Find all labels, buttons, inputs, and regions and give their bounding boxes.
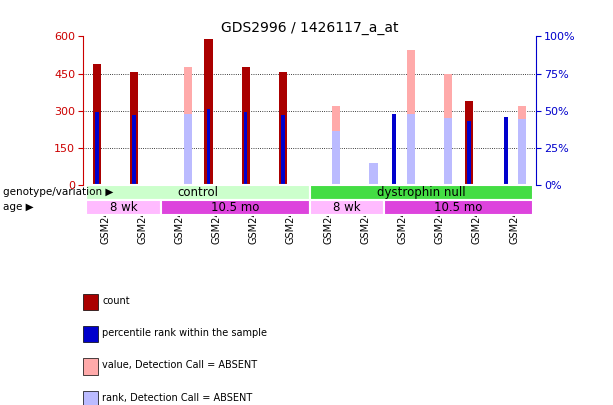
Text: count: count	[102, 296, 130, 305]
Text: control: control	[178, 186, 218, 199]
Text: 8 wk: 8 wk	[110, 201, 137, 214]
Bar	[207, 109, 210, 185]
Bar	[310, 185, 533, 200]
Bar	[518, 119, 527, 185]
Bar	[370, 163, 378, 185]
Bar	[95, 113, 99, 185]
Bar	[86, 200, 161, 215]
Text: rank, Detection Call = ABSENT: rank, Detection Call = ABSENT	[102, 393, 253, 403]
Bar	[244, 113, 248, 185]
Bar	[86, 185, 310, 200]
Bar	[332, 106, 340, 185]
Bar	[518, 106, 527, 185]
Bar	[392, 115, 396, 185]
Bar	[183, 115, 192, 185]
Bar	[132, 115, 136, 185]
Text: 8 wk: 8 wk	[333, 201, 360, 214]
Text: 10.5 mo: 10.5 mo	[434, 201, 482, 214]
Bar	[130, 72, 138, 185]
Bar	[504, 117, 508, 185]
Text: percentile rank within the sample: percentile rank within the sample	[102, 328, 267, 338]
Bar	[281, 115, 284, 185]
Bar	[183, 67, 192, 185]
Bar	[370, 171, 378, 185]
Text: 10.5 mo: 10.5 mo	[211, 201, 259, 214]
Bar	[93, 64, 101, 185]
Text: dystrophin null: dystrophin null	[377, 186, 465, 199]
Bar	[332, 130, 340, 185]
Bar	[204, 39, 213, 185]
Bar	[279, 72, 287, 185]
Text: value, Detection Call = ABSENT: value, Detection Call = ABSENT	[102, 360, 257, 370]
Text: genotype/variation ▶: genotype/variation ▶	[3, 188, 113, 197]
Text: age ▶: age ▶	[3, 202, 34, 212]
Bar	[467, 121, 471, 185]
Bar	[242, 67, 249, 185]
Title: GDS2996 / 1426117_a_at: GDS2996 / 1426117_a_at	[221, 21, 398, 35]
Bar	[444, 75, 452, 185]
Bar	[406, 115, 415, 185]
Bar	[310, 200, 384, 215]
Bar	[444, 118, 452, 185]
Bar	[161, 200, 310, 215]
Bar	[406, 50, 415, 185]
Bar	[384, 200, 533, 215]
Bar	[465, 101, 473, 185]
